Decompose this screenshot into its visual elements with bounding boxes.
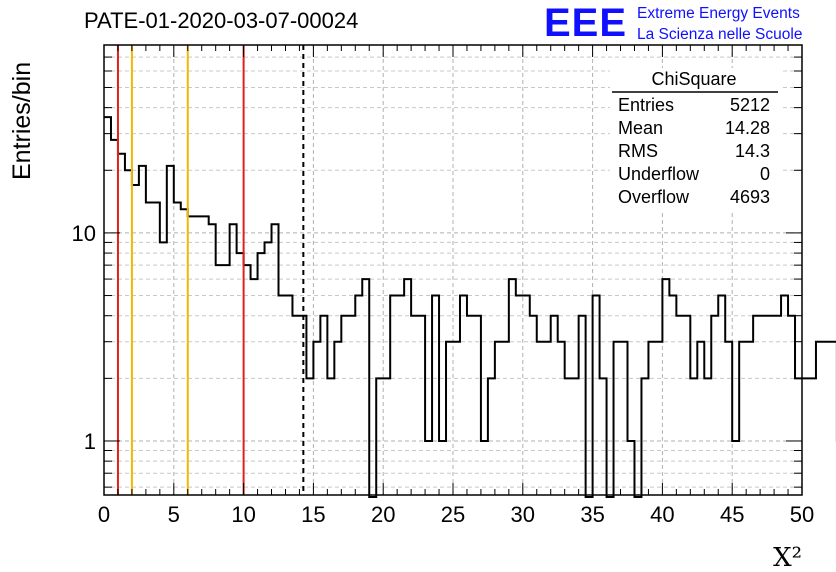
stats-row-value: 14.28: [725, 118, 770, 138]
stats-row-label: Mean: [618, 118, 663, 138]
x-tick-label: 5: [168, 502, 180, 527]
logo-line-1: Extreme Energy Events: [637, 5, 800, 22]
stats-row-value: 14.3: [735, 141, 770, 161]
stats-row-value: 5212: [730, 95, 770, 115]
x-tick-label: 20: [371, 502, 395, 527]
x-tick-label: 10: [231, 502, 255, 527]
x-tick-label: 50: [790, 502, 814, 527]
chart-title: PATE-01-2020-03-07-00024: [84, 8, 359, 33]
x-tick-label: 0: [98, 502, 110, 527]
stats-row-label: Overflow: [618, 187, 690, 207]
logo-line-2: La Scienza nelle Scuole: [637, 26, 803, 43]
stats-row-label: Entries: [618, 95, 674, 115]
histogram-series: [104, 116, 836, 498]
x-tick-label: 35: [580, 502, 604, 527]
y-tick-label: 1: [84, 429, 96, 454]
y-tick-label: 10: [72, 221, 96, 246]
x-tick-label: 25: [441, 502, 465, 527]
x-tick-label: 15: [301, 502, 325, 527]
stats-row-value: 0: [760, 164, 770, 184]
stats-row-label: RMS: [618, 141, 658, 161]
x-tick-label: 40: [650, 502, 674, 527]
stats-row-value: 4693: [730, 187, 770, 207]
stats-row-label: Underflow: [618, 164, 700, 184]
x-axis-label: X²: [773, 543, 802, 572]
eee-logo: EEE Extreme Energy Events La Scienza nel…: [544, 1, 834, 50]
stats-title: ChiSquare: [651, 69, 736, 89]
eee-logo-mark: EEE: [544, 1, 628, 45]
x-tick-label: 45: [720, 502, 744, 527]
x-tick-label: 30: [511, 502, 535, 527]
